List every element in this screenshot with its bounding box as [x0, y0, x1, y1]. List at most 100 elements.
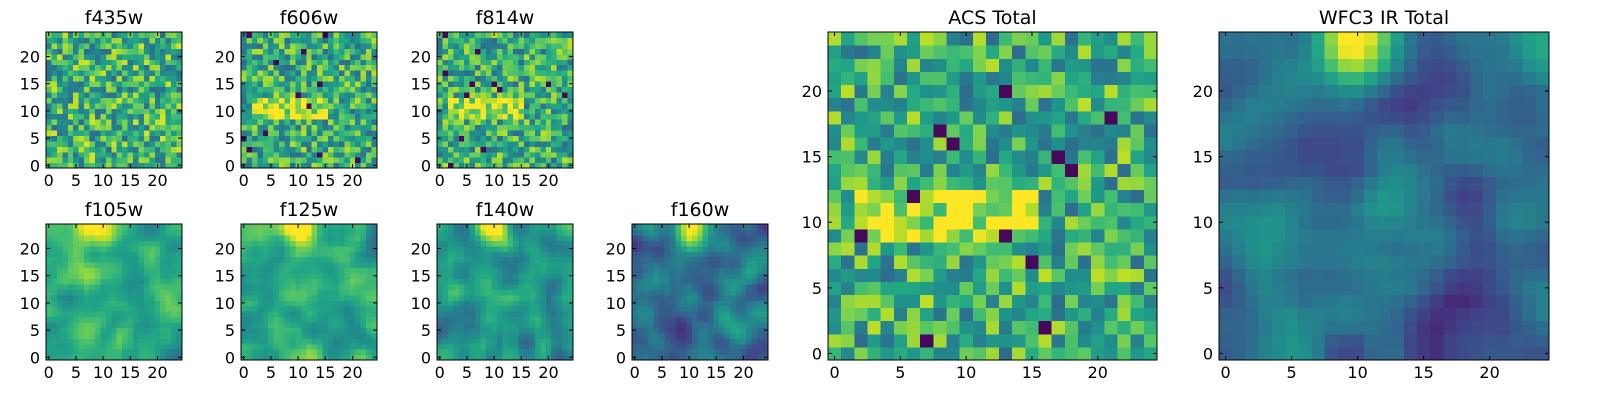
- heatmap-cell: [116, 124, 123, 131]
- heatmap-cell: [138, 119, 145, 126]
- heatmap-cell: [360, 245, 367, 252]
- heatmap-cell: [670, 234, 677, 241]
- heatmap-cell: [306, 102, 313, 109]
- heatmap-cell: [355, 267, 362, 274]
- heatmap-cell: [154, 283, 161, 290]
- heatmap-cell: [751, 349, 758, 356]
- heatmap-cell: [338, 300, 345, 307]
- heatmap-cell: [1117, 202, 1132, 217]
- heatmap-cell: [556, 338, 563, 345]
- heatmap-cell: [475, 224, 482, 231]
- heatmap-cell: [328, 224, 335, 231]
- heatmap-cell: [160, 59, 167, 66]
- heatmap-cell: [713, 316, 720, 323]
- heatmap-cell: [349, 140, 356, 147]
- heatmap-cell: [453, 64, 460, 71]
- heatmap-cell: [133, 283, 140, 290]
- heatmap-cell: [273, 113, 280, 120]
- heatmap-cell: [762, 321, 769, 328]
- heatmap-cell: [133, 294, 140, 301]
- heatmap-cell: [513, 53, 520, 60]
- heatmap-cell: [1104, 202, 1119, 217]
- heatmap-cell: [458, 102, 465, 109]
- heatmap-cell: [56, 86, 63, 93]
- heatmap-cell: [295, 119, 302, 126]
- heatmap-cell: [475, 267, 482, 274]
- heatmap-cell: [740, 283, 747, 290]
- heatmap-cell: [562, 224, 569, 231]
- heatmap-cell: [959, 228, 974, 243]
- heatmap-cell: [675, 267, 682, 274]
- heatmap-cell: [556, 316, 563, 323]
- heatmap-cell: [1064, 281, 1079, 295]
- heatmap-cell: [1012, 294, 1026, 309]
- heatmap-cell: [735, 229, 742, 236]
- heatmap-cell: [453, 162, 460, 169]
- heatmap-cell: [171, 316, 178, 323]
- heatmap-cell: [972, 320, 987, 335]
- heatmap-cell: [51, 86, 58, 93]
- heatmap-cell: [713, 234, 720, 241]
- heatmap-cell: [154, 151, 161, 158]
- heatmap-cell: [480, 327, 487, 334]
- heatmap-cell: [149, 157, 156, 164]
- heatmap-cell: [708, 234, 715, 241]
- heatmap-cell: [149, 151, 156, 158]
- heatmap-cell: [165, 283, 172, 290]
- heatmap-cell: [122, 354, 129, 361]
- heatmap-cell: [295, 234, 302, 241]
- heatmap-cell: [127, 91, 134, 98]
- heatmap-cell: [475, 135, 482, 142]
- heatmap-cell: [62, 283, 69, 290]
- heatmap-cell: [171, 338, 178, 345]
- heatmap-cell: [89, 86, 96, 93]
- heatmap-cell: [273, 321, 280, 328]
- heatmap-cell: [165, 97, 172, 104]
- heatmap-cell: [56, 108, 63, 115]
- heatmap-cell: [371, 102, 378, 109]
- heatmap-cell: [279, 129, 286, 136]
- heatmap-cell: [349, 311, 356, 318]
- heatmap-cell: [469, 129, 476, 136]
- heatmap-cell: [642, 321, 649, 328]
- heatmap-cell: [708, 305, 715, 312]
- heatmap-cell: [133, 135, 140, 142]
- heatmap-cell: [268, 48, 275, 55]
- heatmap-cell: [127, 267, 134, 274]
- heatmap-cell: [545, 240, 552, 247]
- heatmap-cell: [475, 146, 482, 153]
- heatmap-cell: [257, 151, 264, 158]
- heatmap-cell: [854, 215, 869, 230]
- heatmap-cell: [171, 272, 178, 279]
- heatmap-cell: [485, 283, 492, 290]
- heatmap-cell: [828, 294, 842, 309]
- heatmap-cell: [464, 53, 471, 60]
- heatmap-cell: [262, 146, 269, 153]
- heatmap-cell: [149, 70, 156, 77]
- heatmap-cell: [458, 240, 465, 247]
- heatmap-cell: [567, 86, 574, 93]
- heatmap-cell: [642, 267, 649, 274]
- heatmap-cell: [1038, 281, 1053, 295]
- heatmap-cell: [893, 241, 908, 256]
- heatmap-cell: [453, 48, 460, 55]
- heatmap-cell: [349, 300, 356, 307]
- heatmap-cell: [257, 245, 264, 252]
- heatmap-cell: [105, 278, 112, 285]
- heatmap-cell: [333, 305, 340, 312]
- heatmap-cell: [116, 343, 123, 350]
- heatmap-cell: [138, 327, 145, 334]
- heatmap-cell: [116, 245, 123, 252]
- heatmap-cell: [746, 224, 753, 231]
- heatmap-cell: [89, 349, 96, 356]
- heatmap-cell: [317, 305, 324, 312]
- heatmap-cell: [502, 146, 509, 153]
- heatmap-cell: [475, 91, 482, 98]
- heatmap-cell: [105, 294, 112, 301]
- heatmap-cell: [469, 245, 476, 252]
- heatmap-cell: [176, 59, 183, 66]
- heatmap-cell: [165, 86, 172, 93]
- heatmap-cell: [133, 157, 140, 164]
- heatmap-cell: [138, 102, 145, 109]
- heatmap-cell: [105, 267, 112, 274]
